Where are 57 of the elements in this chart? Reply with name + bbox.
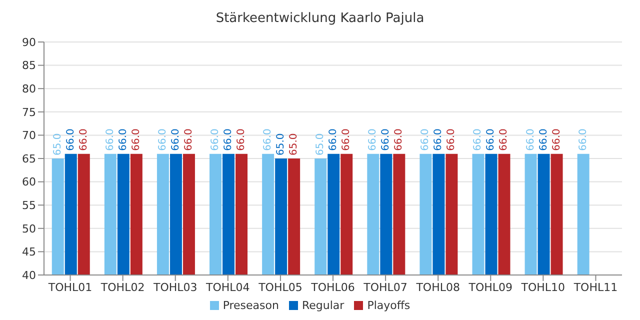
x-tick-label: TOHL06 [310, 280, 355, 294]
x-tick-label: TOHL03 [152, 280, 198, 294]
x-tick-label: TOHL04 [205, 280, 250, 294]
data-label: 65.0 [315, 133, 326, 156]
data-label: 66.0 [236, 128, 248, 151]
data-label: 66.0 [551, 128, 562, 151]
y-tick-label: 50 [22, 222, 36, 236]
data-label: 66.0 [433, 128, 444, 151]
data-label: 66.0 [472, 128, 484, 151]
data-label: 66.0 [394, 128, 405, 151]
data-label: 66.0 [183, 128, 194, 151]
y-tick-label: 90 [22, 36, 36, 49]
y-tick-label: 75 [22, 106, 36, 119]
data-label: 66.0 [341, 128, 352, 151]
data-label: 66.0 [420, 128, 432, 151]
data-label: 66.0 [486, 128, 497, 151]
y-tick-label: 70 [22, 129, 36, 142]
x-tick-label: TOHL07 [362, 280, 408, 294]
x-tick-label: TOHL08 [415, 280, 460, 294]
legend-label: Playoffs [367, 299, 410, 312]
data-label: 66.0 [380, 128, 392, 151]
data-label: 66.0 [498, 128, 510, 151]
x-tick-label: TOHL01 [47, 280, 92, 294]
x-tick-label: TOHL10 [520, 280, 566, 294]
x-tick-label: TOHL11 [572, 280, 618, 294]
data-label: 66.0 [446, 128, 458, 151]
data-label: 66.0 [262, 128, 274, 151]
data-label: 66.0 [223, 128, 234, 151]
x-tick-label: TOHL09 [468, 280, 513, 294]
y-tick-label: 80 [22, 82, 36, 96]
y-tick-label: 65 [22, 152, 36, 166]
data-label: 66.0 [368, 128, 379, 151]
data-label: 65.0 [288, 133, 300, 156]
chart-title: Stärkeentwicklung Kaarlo Pajula [214, 10, 426, 28]
data-label: 66.0 [210, 128, 222, 151]
y-tick-label: 55 [22, 199, 36, 212]
y-tick-label: 40 [22, 268, 36, 282]
y-tick-label: 45 [22, 246, 36, 259]
y-tick-label: 60 [22, 176, 36, 189]
data-label: 66.0 [130, 128, 142, 151]
x-tick-label: TOHL05 [258, 280, 302, 294]
data-label: 66.0 [65, 128, 76, 151]
data-label: 66.0 [118, 128, 129, 151]
data-label: 65.0 [276, 133, 287, 156]
data-label: 66.0 [578, 128, 589, 151]
data-label: 65.0 [52, 133, 64, 156]
x-tick-label: TOHL02 [100, 280, 145, 294]
legend-label: Regular [302, 299, 344, 312]
data-label: 66.0 [170, 128, 182, 151]
data-label: 66.0 [104, 128, 116, 151]
y-tick-label: 85 [22, 59, 36, 72]
legend-label: Preseason [222, 299, 279, 312]
data-label: 66.0 [538, 128, 550, 151]
data-label: 66.0 [157, 128, 168, 151]
data-label: 66.0 [78, 128, 90, 151]
data-label: 66.0 [328, 128, 340, 151]
data-label: 66.0 [525, 128, 536, 151]
